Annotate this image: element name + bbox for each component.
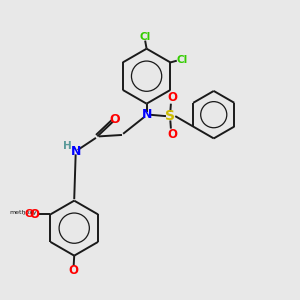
Text: OCH₃: OCH₃: [23, 214, 27, 215]
Text: O: O: [69, 264, 79, 277]
Text: N: N: [141, 108, 152, 121]
Text: methoxy: methoxy: [11, 212, 36, 217]
Text: O: O: [29, 208, 40, 221]
Text: methoxy: methoxy: [84, 268, 114, 274]
Text: S: S: [165, 109, 175, 123]
Text: Cl: Cl: [140, 32, 151, 41]
Text: H: H: [63, 141, 72, 151]
Text: N: N: [70, 145, 81, 158]
Text: O: O: [110, 112, 120, 125]
Text: methoxy: methoxy: [9, 210, 37, 214]
Text: O: O: [167, 128, 177, 141]
Text: methoxy: methoxy: [3, 212, 31, 217]
Text: Cl: Cl: [177, 55, 188, 64]
Text: O: O: [25, 209, 34, 219]
Text: O: O: [167, 92, 177, 104]
